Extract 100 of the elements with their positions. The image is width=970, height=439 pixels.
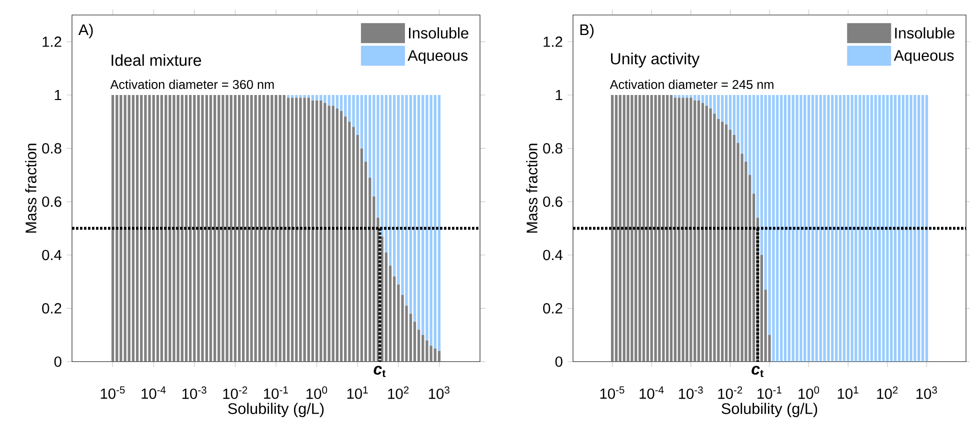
bar — [701, 94, 704, 103]
bar — [148, 94, 151, 362]
bar — [328, 106, 330, 362]
bar — [320, 94, 322, 100]
y-tick-label: 0.8 — [42, 143, 62, 154]
bar — [295, 98, 298, 362]
y-tick-label: 1.2 — [42, 36, 62, 47]
annotation: c$_{t}$ — [752, 366, 764, 378]
bar — [780, 94, 783, 362]
x-tick-label: 10$^{-5}$ — [600, 386, 624, 399]
bar — [303, 94, 306, 98]
bar — [776, 94, 779, 362]
bar — [686, 98, 688, 362]
bar — [197, 94, 200, 362]
bar — [238, 94, 241, 362]
bar — [254, 94, 257, 362]
x-tick-label: 10$^{-1}$ — [758, 386, 782, 399]
bar — [925, 94, 928, 362]
bar — [804, 94, 806, 362]
bar — [218, 94, 220, 362]
bar — [827, 94, 830, 362]
bar — [788, 94, 790, 362]
bar — [870, 94, 874, 362]
y-tick-label: 0.8 — [543, 143, 562, 154]
bar — [132, 94, 135, 362]
bar — [846, 94, 850, 362]
bar — [914, 94, 916, 362]
x-tick-label: 10$^{0}$ — [306, 386, 328, 399]
bar — [180, 94, 184, 362]
bar — [874, 94, 877, 362]
legend-label: Insoluble — [409, 27, 468, 38]
bar — [898, 94, 901, 362]
bar — [800, 94, 802, 362]
y-tick-label: 1 — [556, 90, 562, 100]
bar — [120, 94, 122, 362]
bar — [213, 94, 216, 362]
annotation: Activation diameter = 360 nm — [110, 80, 274, 89]
bar — [324, 94, 326, 103]
y-tick-label: 0.4 — [543, 250, 563, 260]
bar — [811, 94, 814, 362]
bar — [262, 94, 266, 362]
bar — [324, 103, 326, 362]
y-tick-label: 0.4 — [42, 250, 62, 260]
bar — [286, 98, 290, 362]
bar — [796, 94, 798, 362]
bar — [160, 94, 164, 362]
legend-label: Aqueous — [408, 50, 468, 64]
bar — [336, 94, 339, 108]
bar — [340, 111, 343, 362]
bar — [838, 94, 842, 362]
bar — [674, 98, 677, 362]
bar — [164, 94, 168, 362]
bar — [670, 94, 673, 362]
bar — [658, 94, 661, 362]
y-tick-label: 0.2 — [42, 303, 62, 314]
bar — [690, 98, 692, 362]
bar — [709, 108, 712, 362]
bar — [638, 94, 642, 362]
bar — [697, 100, 700, 362]
x-tick-label: 10$^{-4}$ — [142, 386, 166, 399]
bar — [694, 94, 696, 100]
bar — [823, 94, 826, 362]
text: A) — [78, 24, 93, 38]
x-tick-label: 10$^{0}$ — [798, 386, 820, 399]
bar — [124, 94, 126, 362]
bar — [266, 94, 270, 362]
bar — [921, 94, 924, 362]
bar — [634, 94, 638, 362]
text: Unity activity — [611, 52, 700, 68]
bar — [705, 106, 708, 362]
y-tick-label: 0 — [54, 356, 62, 367]
bar — [258, 94, 262, 362]
y-tick-label: 0.6 — [42, 196, 62, 207]
bar — [878, 94, 881, 362]
bar — [222, 94, 224, 362]
x-tick-label: 10$^{-3}$ — [678, 386, 703, 399]
bar — [910, 94, 912, 362]
x-axis-title: Solubility (g/L) — [722, 402, 818, 418]
annotation: Activation diameter = 245 nm — [610, 80, 774, 89]
bar — [724, 124, 728, 362]
bar — [193, 94, 196, 362]
bar — [320, 100, 322, 362]
y-tick-label: 0.6 — [543, 196, 562, 207]
bar — [311, 100, 314, 362]
x-tick-label: 10$^{-4}$ — [640, 386, 664, 399]
bar — [328, 94, 330, 106]
bar — [717, 94, 720, 119]
y-tick-label: 0 — [555, 356, 562, 367]
bar — [662, 94, 665, 362]
bar — [184, 94, 188, 362]
bar — [666, 94, 669, 362]
bar — [332, 106, 334, 362]
x-tick-label: 10$^{1}$ — [347, 386, 368, 399]
bar — [209, 94, 212, 362]
bar — [188, 94, 192, 362]
bar — [172, 94, 176, 362]
bar — [128, 94, 130, 362]
bar — [882, 94, 885, 362]
bar — [630, 94, 634, 362]
bar — [918, 94, 920, 362]
